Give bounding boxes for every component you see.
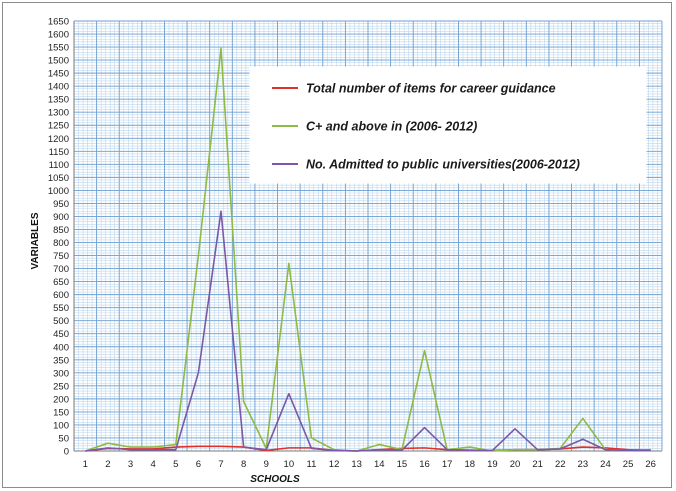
- y-tick-label: 1650: [48, 17, 69, 28]
- y-tick-label: 950: [53, 199, 69, 210]
- x-tick-label: 1: [83, 459, 88, 470]
- legend-label: No. Admitted to public universities(2006…: [306, 158, 580, 172]
- series-lines: [85, 47, 651, 452]
- y-tick-label: 1450: [48, 69, 69, 80]
- y-tick-label: 1200: [48, 134, 69, 145]
- y-tick-label: 1350: [48, 95, 69, 106]
- y-tick-label: 1000: [48, 186, 69, 197]
- x-tick-label: 18: [464, 459, 475, 470]
- x-tick-label: 10: [284, 459, 295, 470]
- x-tick-label: 26: [645, 459, 656, 470]
- y-tick-label: 250: [53, 381, 69, 392]
- y-tick-label: 700: [53, 264, 69, 275]
- x-tick-label: 17: [442, 459, 453, 470]
- y-tick-label: 1600: [48, 30, 69, 41]
- y-tick-label: 0: [64, 447, 69, 458]
- legend: Total number of items for career guidanc…: [249, 66, 647, 184]
- x-tick-label: 5: [173, 459, 178, 470]
- x-tick-label: 7: [218, 459, 223, 470]
- x-tick-label: 13: [351, 459, 362, 470]
- y-tick-label: 350: [53, 355, 69, 366]
- x-tick-label: 6: [196, 459, 201, 470]
- y-tick-label: 850: [53, 225, 69, 236]
- y-tick-label: 450: [53, 329, 69, 340]
- legend-label: C+ and above in (2006- 2012): [306, 120, 477, 134]
- y-tick-label: 650: [53, 277, 69, 288]
- x-tick-label: 15: [397, 459, 408, 470]
- y-tick-label: 600: [53, 290, 69, 301]
- y-tick-label: 400: [53, 342, 69, 353]
- x-tick-label: 11: [307, 459, 317, 470]
- x-tick-label: 14: [374, 459, 385, 470]
- x-tick-label: 16: [419, 459, 430, 470]
- y-axis-tick-labels: 0 50 100 150 200 250 300 350 400 450 500 550 600 650 7…: [48, 17, 69, 458]
- y-tick-label: 750: [53, 251, 69, 262]
- y-tick-label: 1500: [48, 56, 69, 67]
- x-tick-label: 24: [600, 459, 611, 470]
- legend-box: [249, 66, 647, 184]
- line-chart: 0 50 100 150 200 250 300 350 400 450 500 550 600 650 7…: [30, 17, 663, 485]
- x-tick-label: 9: [264, 459, 269, 470]
- y-tick-label: 550: [53, 303, 69, 314]
- x-tick-label: 22: [555, 459, 566, 470]
- y-tick-label: 1050: [48, 173, 69, 184]
- x-tick-label: 19: [487, 459, 498, 470]
- x-tick-label: 23: [578, 459, 589, 470]
- x-axis-title: SCHOOLS: [250, 474, 300, 485]
- y-tick-label: 1250: [48, 121, 69, 132]
- x-tick-label: 21: [532, 459, 543, 470]
- y-tick-label: 1150: [49, 147, 69, 158]
- y-tick-label: 200: [53, 394, 69, 405]
- y-tick-label: 500: [53, 316, 69, 327]
- y-tick-label: 1400: [48, 82, 69, 93]
- y-tick-label: 100: [53, 420, 69, 431]
- y-axis-title: VARIABLES: [30, 212, 41, 269]
- legend-label: Total number of items for career guidanc…: [306, 82, 556, 96]
- x-tick-label: 8: [241, 459, 246, 470]
- y-tick-label: 300: [53, 368, 69, 379]
- series-line-3: [85, 210, 651, 452]
- x-tick-label: 12: [329, 459, 340, 470]
- y-tick-label: 800: [53, 238, 69, 249]
- y-tick-label: 900: [53, 212, 69, 223]
- x-tick-label: 20: [510, 459, 521, 470]
- x-tick-label: 25: [623, 459, 634, 470]
- y-tick-label: 1550: [48, 43, 69, 54]
- x-tick-label: 4: [151, 459, 156, 470]
- x-tick-label: 3: [128, 459, 133, 470]
- y-tick-label: 1300: [48, 108, 69, 119]
- x-tick-label: 2: [105, 459, 110, 470]
- y-tick-label: 50: [58, 433, 69, 444]
- y-tick-label: 150: [53, 407, 69, 418]
- major-gridlines: [74, 20, 663, 452]
- x-axis-tick-labels: 1 2 3 4 5 6 7 8 9 10 11 12 13 14 15 16 17 18 19 20 21 22 23 24 2…: [83, 459, 656, 470]
- y-tick-label: 1100: [49, 160, 69, 171]
